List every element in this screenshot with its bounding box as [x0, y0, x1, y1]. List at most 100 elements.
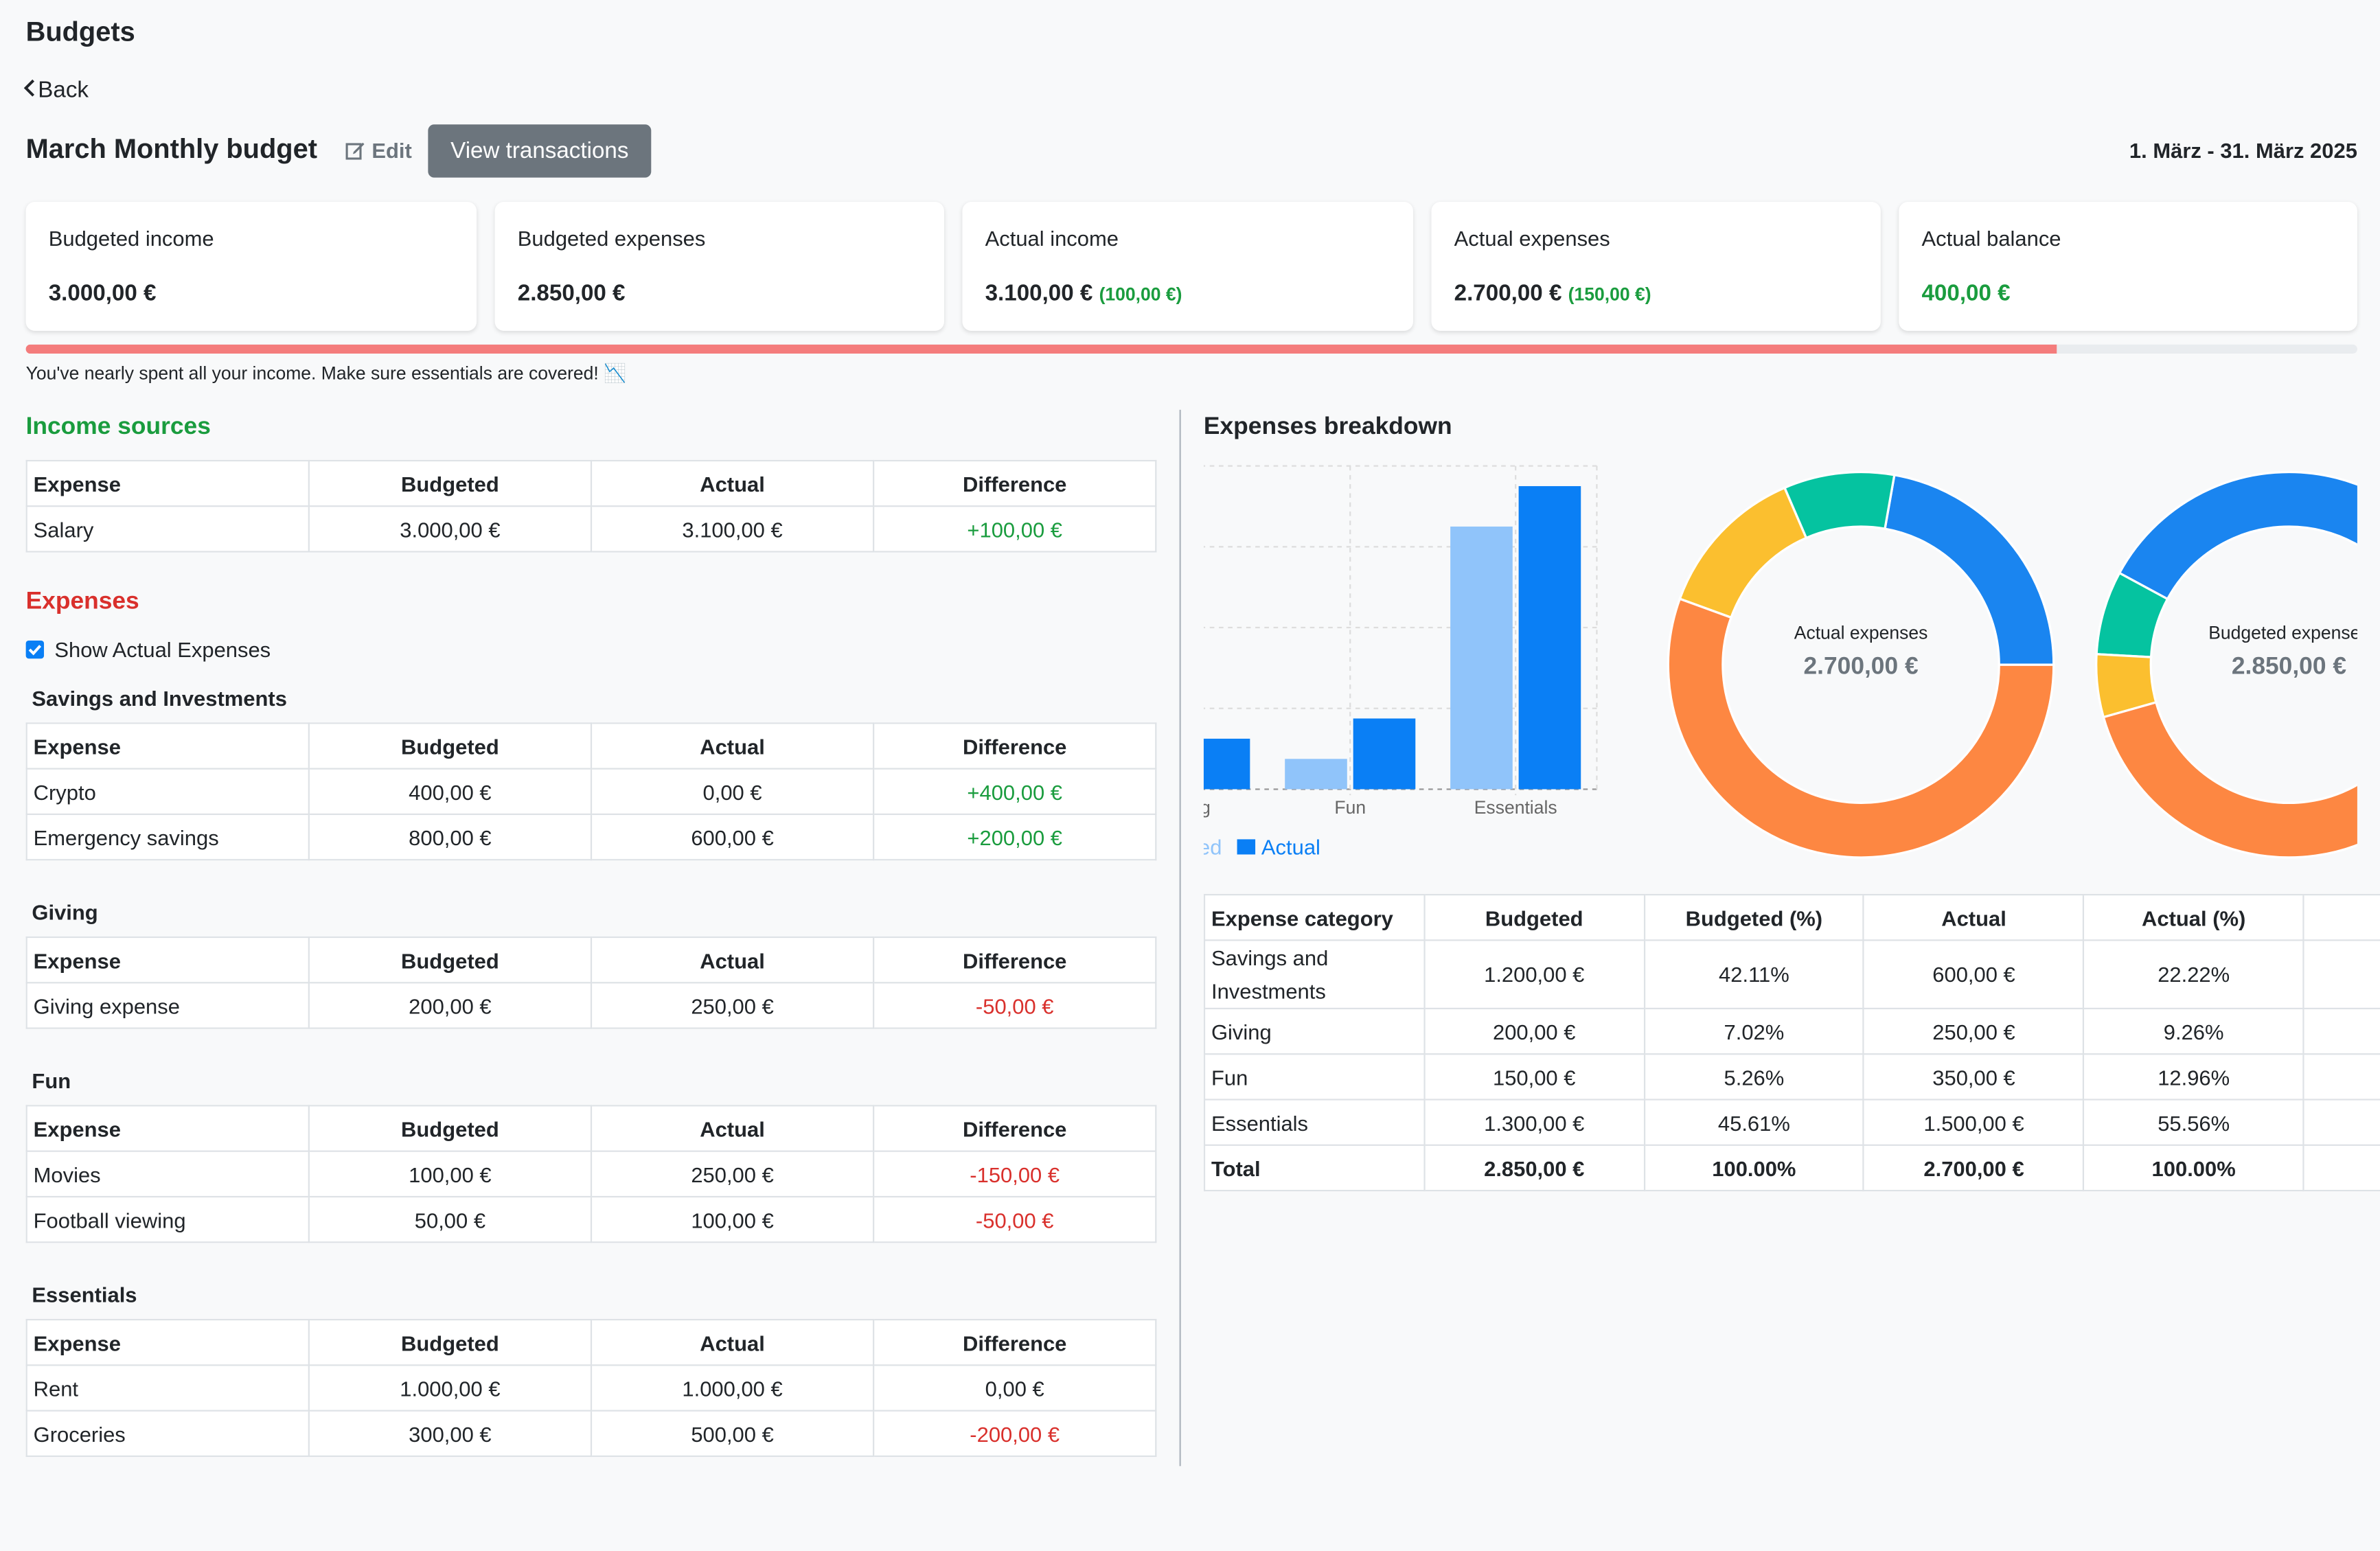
total-row: Total 2.850,00 €100.00% 2.700,00 €100.00% — [1203, 1144, 2380, 1192]
card-label: Actual expenses — [1454, 226, 1610, 251]
legend-swatch — [1237, 839, 1256, 855]
donut-total: 2.700,00 € — [1804, 652, 1919, 679]
donut-charts: Actual expenses 2.700,00 € Budgeted expens… — [1667, 470, 2357, 859]
edit-button[interactable]: Edit — [345, 138, 412, 163]
card-label: Actual income — [985, 226, 1119, 251]
header-row: Expense Budgeted Actual Difference — [25, 1105, 1157, 1152]
back-text: Back — [38, 77, 89, 104]
table-wrap: Expense category Budgeted Budgeted (%) Actu… — [1203, 893, 2380, 1192]
cell: -50,00 € — [873, 1195, 1157, 1243]
cell: +400,00 € — [873, 768, 1157, 816]
cell: 45.61% — [1643, 1099, 1865, 1146]
edit-text: Edit — [371, 138, 412, 163]
table-row: Groceries 300,00 €500,00 € -200,00 € — [25, 1410, 1157, 1458]
table-row: Crypto 400,00 €0,00 € +400,00 € — [25, 768, 1157, 816]
cell: -150,00 € — [873, 1150, 1157, 1198]
card-delta: (100,00 €) — [1099, 284, 1182, 306]
table: Expense Budgeted Actual Difference Salary 3.0… — [25, 459, 1157, 553]
x-tick-label: Fun — [1334, 797, 1366, 818]
cell: Rent — [25, 1364, 310, 1412]
donut-title: Budgeted expenses — [2208, 623, 2357, 643]
group-title: Fun — [32, 1068, 71, 1093]
cell: 9.26% — [2083, 1007, 2304, 1055]
column-header: Budgeted — [1423, 893, 1645, 941]
cell: 100.00% — [1643, 1144, 1865, 1192]
table-row: Fun 150,00 €5.26% 350,00 €12.96% — [1203, 1053, 2380, 1101]
header-row: Expense Budgeted Actual Difference — [25, 459, 1157, 507]
table-row: Giving 200,00 €7.02% 250,00 €9.26% — [1203, 1007, 2380, 1055]
card-amount: 3.000,00 € — [48, 280, 157, 307]
header-row: Expense Budgeted Actual Difference — [25, 1318, 1157, 1366]
cell: Total — [1203, 1144, 1426, 1192]
table-wrap: Expense Budgeted Actual Difference Movies 100… — [25, 1105, 1158, 1243]
view-transactions-button[interactable]: View transactions — [428, 124, 652, 178]
cell: +200,00 € — [873, 813, 1157, 861]
cell — [2302, 1099, 2380, 1146]
column-header: Difference — [873, 1105, 1157, 1152]
donut-title: Actual expenses — [1794, 623, 1928, 643]
back-link[interactable]: Back — [23, 77, 89, 104]
legend-label: Actual — [1261, 836, 1320, 860]
breakdown-title: Expenses breakdown — [1203, 414, 1452, 441]
cell: Savings and Investments — [1203, 939, 1426, 1009]
card-label: Actual balance — [1921, 226, 2061, 251]
table: Expense Budgeted Actual Difference Giving ex… — [25, 936, 1157, 1029]
card-amount: 3.100,00 € — [985, 280, 1093, 307]
cell: 5.26% — [1643, 1053, 1865, 1101]
cell: 600,00 € — [1863, 939, 2085, 1009]
column-header: Actual — [590, 459, 875, 507]
table-row: Emergency savings 800,00 €600,00 € +200,00… — [25, 813, 1157, 861]
summary-card: Actual income 3.100,00 € (100,00 €) — [962, 201, 1413, 331]
cell: 250,00 € — [1863, 1007, 2085, 1055]
card-amount: 2.700,00 € — [1454, 280, 1562, 307]
cell: 1.500,00 € — [1863, 1099, 2085, 1146]
column-header: Actual (%) — [2083, 893, 2304, 941]
donut-slice — [1678, 486, 1808, 619]
column-header: Expense — [25, 936, 310, 984]
cell: 100.00% — [2083, 1144, 2304, 1192]
summary-card: Budgeted expenses 2.850,00 € — [494, 201, 944, 331]
table-wrap: Expense Budgeted Actual Difference Salary 3.0… — [25, 459, 1158, 553]
table: Expense Budgeted Actual Difference Rent 1.000… — [25, 1318, 1157, 1458]
donut-slice — [2118, 470, 2357, 601]
cell: 250,00 € — [590, 1150, 875, 1198]
column-header — [2302, 893, 2380, 941]
column-header: Actual — [590, 1318, 875, 1366]
donut-slice — [2102, 700, 2357, 859]
chevron-icon — [23, 79, 35, 97]
cell: Giving — [1203, 1007, 1426, 1055]
column-header: Budgeted — [308, 1318, 593, 1366]
cell: 7.02% — [1643, 1007, 1865, 1055]
cell: 350,00 € — [1863, 1053, 2085, 1101]
column-header: Difference — [873, 936, 1157, 984]
column-header: Budgeted — [308, 722, 593, 770]
progress-track — [25, 344, 2357, 354]
cell — [2302, 1144, 2380, 1192]
card-amount: 2.850,00 € — [517, 280, 626, 307]
checkbox[interactable] — [25, 640, 45, 659]
donut-slice — [1667, 597, 2055, 859]
column-header: Budgeted (%) — [1643, 893, 1865, 941]
table: Expense category Budgeted Budgeted (%) Actu… — [1203, 893, 2380, 1192]
cell: 1.300,00 € — [1423, 1099, 1645, 1146]
date-range: 1. März - 31. März 2025 — [2129, 138, 2357, 163]
edit-icon — [345, 142, 365, 160]
cell: Salary — [25, 505, 310, 553]
cell: 0,00 € — [590, 768, 875, 816]
card-value: 2.850,00 € — [518, 281, 626, 307]
cell: 600,00 € — [590, 813, 875, 861]
card-delta: (150,00 €) — [1568, 284, 1651, 306]
column-header: Budgeted — [308, 1105, 593, 1152]
cell: Crypto — [25, 768, 310, 816]
cell: -50,00 € — [873, 982, 1157, 1029]
table-row: Essentials 1.300,00 €45.61% 1.500,00 €55.5… — [1203, 1099, 2380, 1146]
cell: Football viewing — [25, 1195, 310, 1243]
cell: 150,00 € — [1423, 1053, 1645, 1101]
cell: Giving expense — [25, 982, 310, 1029]
column-header: Actual — [590, 936, 875, 984]
column-header: Actual — [590, 722, 875, 770]
cell: 200,00 € — [1423, 1007, 1645, 1055]
column-header: Expense — [25, 1318, 310, 1366]
show-actual-toggle[interactable]: Show Actual Expenses — [25, 637, 271, 662]
